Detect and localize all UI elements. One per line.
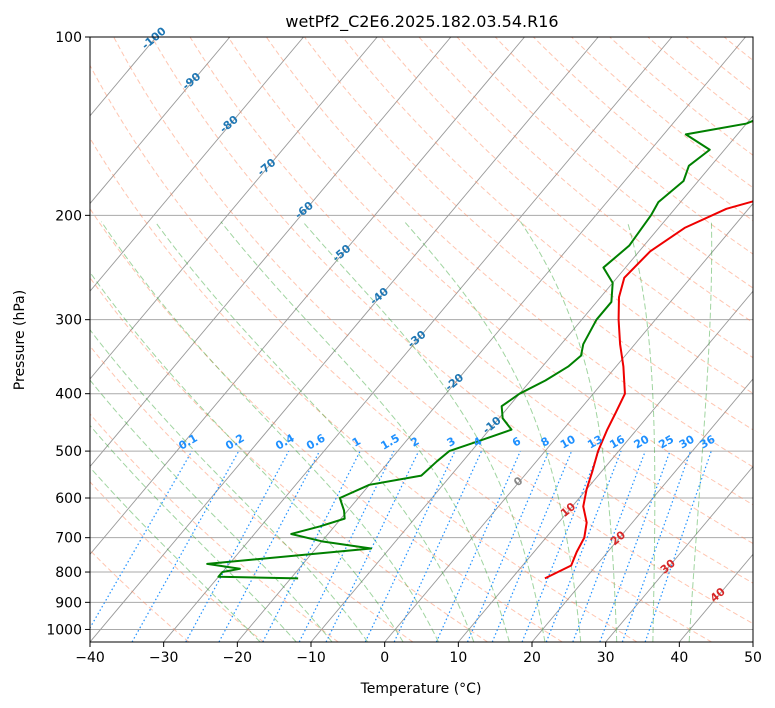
isotherm-line bbox=[90, 37, 452, 468]
moist-adiabat-line bbox=[90, 271, 404, 642]
moist-adiabat-line bbox=[154, 221, 475, 642]
moist-adiabat-line bbox=[90, 329, 369, 642]
x-tick-label: −40 bbox=[75, 650, 105, 666]
y-axis: 100 200 300 400 500 600 700 800 900 1000 bbox=[46, 30, 90, 638]
mixing-ratio-line bbox=[491, 450, 573, 642]
y-tick-label: 400 bbox=[55, 387, 82, 403]
isotherm-line bbox=[752, 641, 753, 642]
moist-adiabat-line bbox=[90, 379, 333, 642]
dry-adiabat-line bbox=[342, 37, 753, 394]
y-tick-label: 600 bbox=[55, 491, 82, 507]
x-tick-label: −20 bbox=[223, 650, 253, 666]
y-tick-label: 100 bbox=[55, 30, 82, 46]
dry-adiabat-line bbox=[571, 37, 753, 189]
moist-adiabat-line bbox=[90, 424, 297, 642]
temperature-profile bbox=[544, 200, 753, 580]
dry-adiabat-line bbox=[151, 37, 753, 584]
isotherm-line bbox=[90, 37, 378, 380]
chart-title: wetPf2_C2E6.2025.182.03.54.R16 bbox=[285, 12, 558, 32]
mixing-ratio-line bbox=[644, 450, 712, 642]
x-tick-label: 10 bbox=[449, 650, 467, 666]
mixing-ratio-line bbox=[131, 450, 240, 642]
x-tick-label: 20 bbox=[523, 650, 541, 666]
x-tick-label: 50 bbox=[744, 650, 762, 666]
dry-adiabat-line bbox=[533, 37, 753, 222]
moist-adiabat-line bbox=[688, 221, 713, 642]
x-tick-label: 40 bbox=[670, 650, 688, 666]
moist-adiabat-line bbox=[220, 221, 510, 642]
mixing-ratio-line bbox=[599, 450, 671, 642]
dry-adiabat-line bbox=[90, 137, 638, 642]
dry-adiabat-line bbox=[113, 37, 753, 625]
isotherm-line bbox=[0, 37, 9, 642]
moist-adiabat-line bbox=[100, 221, 439, 642]
y-tick-label: 800 bbox=[55, 565, 82, 581]
y-axis-title: Pressure (hPa) bbox=[12, 290, 28, 390]
isotherm-line bbox=[605, 465, 753, 642]
mixing-ratio-line bbox=[325, 450, 420, 642]
sounding-profiles bbox=[206, 119, 753, 580]
isotherm-line bbox=[90, 37, 599, 642]
moist-adiabat-line bbox=[626, 221, 656, 642]
x-axis: −40 −30 −20 −10 0 10 20 30 40 50 bbox=[75, 642, 762, 666]
isotherm-line bbox=[90, 37, 525, 556]
isotherm-line bbox=[90, 37, 304, 292]
isotherm-line bbox=[384, 202, 753, 642]
x-axis-title: Temperature (°C) bbox=[360, 681, 482, 697]
plot-background bbox=[90, 37, 753, 642]
moist-adiabat-line bbox=[520, 221, 618, 642]
mixing-ratio-line bbox=[466, 450, 550, 642]
y-tick-label: 700 bbox=[55, 531, 82, 547]
moist-adiabat-line bbox=[404, 221, 582, 642]
x-tick-label: −10 bbox=[296, 650, 326, 666]
y-tick-label: 500 bbox=[55, 444, 82, 460]
background-lines bbox=[0, 37, 775, 642]
isotherm-line bbox=[310, 115, 753, 642]
mixing-ratio-line bbox=[364, 450, 456, 642]
dry-adiabat-line bbox=[90, 276, 488, 642]
dry-adiabat-line bbox=[90, 207, 563, 642]
isotherm-line bbox=[90, 37, 231, 205]
y-tick-label: 1000 bbox=[46, 622, 82, 638]
y-tick-label: 900 bbox=[55, 595, 82, 611]
dry-adiabat-line bbox=[90, 481, 264, 642]
dry-adiabat-line bbox=[456, 37, 753, 289]
x-tick-label: 30 bbox=[597, 650, 615, 666]
isotherm-line bbox=[163, 37, 673, 642]
dewpoint-profile bbox=[206, 119, 753, 580]
mixing-ratio-line bbox=[393, 450, 483, 642]
y-tick-label: 300 bbox=[55, 313, 82, 329]
isotherm-line bbox=[457, 290, 753, 642]
dry-adiabat-line bbox=[227, 37, 753, 506]
isotherm-line bbox=[531, 378, 753, 642]
x-tick-label: −30 bbox=[149, 650, 179, 666]
y-tick-label: 200 bbox=[55, 208, 82, 224]
dry-adiabat-line bbox=[762, 37, 775, 642]
dry-adiabat-line bbox=[189, 37, 753, 545]
mixing-ratio-line bbox=[90, 450, 193, 629]
mixing-ratio-line bbox=[435, 450, 521, 642]
dry-adiabat-line bbox=[494, 37, 753, 255]
plot-frame bbox=[89, 36, 754, 643]
dry-adiabat-line bbox=[418, 37, 753, 324]
mixing-ratio-line bbox=[185, 450, 290, 642]
dry-adiabat-line bbox=[265, 37, 753, 468]
mixing-ratio-line bbox=[621, 450, 692, 642]
x-tick-label: 0 bbox=[380, 650, 389, 666]
dry-adiabat-line bbox=[380, 37, 753, 359]
dry-adiabat-line bbox=[90, 64, 712, 642]
